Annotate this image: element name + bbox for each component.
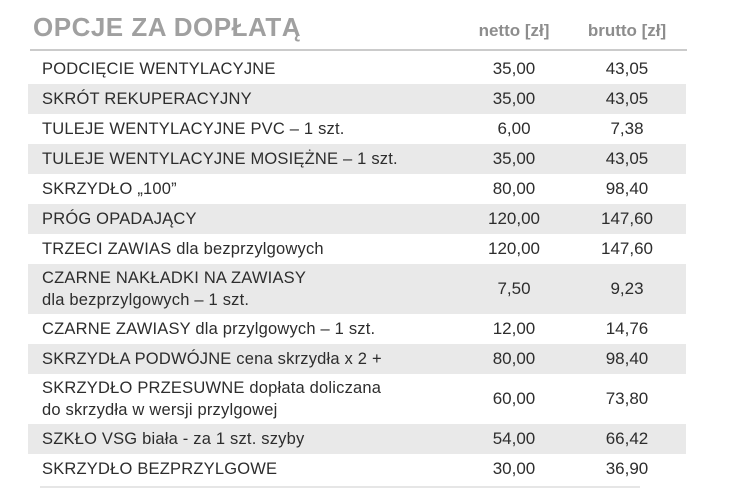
netto-value: 35,00 [492, 89, 536, 108]
brutto-value: 43,05 [605, 59, 649, 78]
option-name: TRZECI ZAWIAS dla bezprzylgowych [42, 240, 324, 258]
netto-value: 60,00 [492, 389, 536, 408]
table-row: TULEJE WENTYLACYJNE PVC – 1 szt. 6,00 7,… [28, 114, 686, 144]
table-header: OPCJE ZA DOPŁATĄ netto [zł] brutto [zł] [28, 0, 686, 43]
netto-value: 6,00 [497, 119, 531, 138]
netto-value: 80,00 [492, 349, 536, 368]
netto-value: 35,00 [492, 149, 536, 168]
brutto-value: 36,90 [605, 459, 649, 478]
option-name: SKRÓT REKUPERACYJNY [42, 90, 252, 108]
brutto-value: 147,60 [601, 239, 653, 258]
brutto-value: 66,42 [605, 429, 649, 448]
price-table: PODCIĘCIE WENTYLACYJNE 35,00 43,05 SKRÓT… [28, 54, 686, 484]
table-row: PODCIĘCIE WENTYLACYJNE 35,00 43,05 [28, 54, 686, 84]
table-row: CZARNE ZAWIASY dla przylgowych – 1 szt. … [28, 314, 686, 344]
brutto-value: 98,40 [605, 349, 649, 368]
option-name: PODCIĘCIE WENTYLACYJNE [42, 60, 276, 78]
netto-value: 120,00 [488, 239, 540, 258]
netto-value: 35,00 [492, 59, 536, 78]
table-row: TULEJE WENTYLACYJNE MOSIĘŻNE – 1 szt. 35… [28, 144, 686, 174]
brutto-value: 7,38 [610, 119, 644, 138]
table-row: SKRZYDŁO BEZPRZYLGOWE 30,00 36,90 [28, 454, 686, 484]
option-name: SKRZYDŁO „100” [42, 180, 177, 198]
option-name: CZARNE ZAWIASY dla przylgowych – 1 szt. [42, 320, 376, 338]
brutto-value: 43,05 [605, 149, 649, 168]
netto-value: 54,00 [492, 429, 536, 448]
table-row: SZKŁO VSG biała - za 1 szt. szyby 54,00 … [28, 424, 686, 454]
table-row: TRZECI ZAWIAS dla bezprzylgowych 120,00 … [28, 234, 686, 264]
option-name: SKRZYDŁA PODWÓJNE cena skrzydła x 2 + [42, 350, 382, 368]
table-row: SKRÓT REKUPERACYJNY 35,00 43,05 [28, 84, 686, 114]
option-name: SKRZYDŁO PRZESUWNE dopłata doliczana do … [42, 379, 382, 419]
option-name: TULEJE WENTYLACYJNE PVC – 1 szt. [42, 120, 345, 138]
netto-value: 80,00 [492, 179, 536, 198]
brutto-value: 14,76 [605, 319, 649, 338]
brutto-value: 9,23 [610, 279, 644, 298]
option-name: SZKŁO VSG biała - za 1 szt. szyby [42, 430, 305, 448]
header-divider [30, 49, 687, 51]
cutoff-row-hint [40, 486, 640, 488]
brutto-value: 147,60 [601, 209, 653, 228]
table-row: PRÓG OPADAJĄCY 120,00 147,60 [28, 204, 686, 234]
option-name: TULEJE WENTYLACYJNE MOSIĘŻNE – 1 szt. [42, 150, 398, 168]
page-title: OPCJE ZA DOPŁATĄ [33, 12, 302, 42]
brutto-value: 43,05 [605, 89, 649, 108]
option-name: PRÓG OPADAJĄCY [42, 210, 197, 228]
table-row: SKRZYDŁO „100” 80,00 98,40 [28, 174, 686, 204]
option-name: SKRZYDŁO BEZPRZYLGOWE [42, 460, 278, 478]
table-row: SKRZYDŁO PRZESUWNE dopłata doliczana do … [28, 374, 686, 424]
brutto-value: 73,80 [605, 389, 649, 408]
column-header-netto: netto [zł] [478, 21, 550, 40]
brutto-value: 98,40 [605, 179, 649, 198]
option-name: CZARNE NAKŁADKI NA ZAWIASY dla bezprzylg… [42, 269, 307, 309]
netto-value: 12,00 [492, 319, 536, 338]
column-header-brutto: brutto [zł] [587, 21, 667, 40]
netto-value: 120,00 [488, 209, 540, 228]
netto-value: 30,00 [492, 459, 536, 478]
netto-value: 7,50 [497, 279, 531, 298]
table-row: CZARNE NAKŁADKI NA ZAWIASY dla bezprzylg… [28, 264, 686, 314]
table-row: SKRZYDŁA PODWÓJNE cena skrzydła x 2 + 80… [28, 344, 686, 374]
